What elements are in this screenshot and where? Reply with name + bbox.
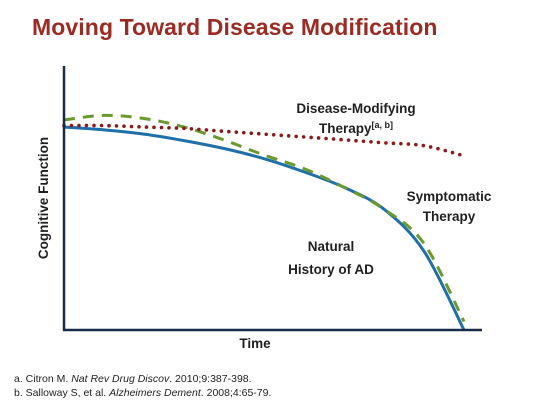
- slide-title: Moving Toward Disease Modification: [32, 14, 438, 40]
- reference-a-rest: . 2010;9:387-398.: [169, 373, 252, 385]
- reference-b-prefix: b. Salloway S, et al.: [14, 387, 110, 399]
- label-symptomatic-line1: Symptomatic: [407, 189, 492, 204]
- label-disease-modifying-line2-text: Therapy: [319, 121, 372, 136]
- reference-a-prefix: a. Citron M.: [14, 373, 72, 385]
- reference-a: a. Citron M. Nat Rev Drug Discov. 2010;9…: [14, 372, 271, 386]
- reference-b-journal: Alzheimers Dement: [109, 387, 201, 399]
- series-layer: [62, 113, 466, 331]
- label-disease-modifying-line1: Disease-Modifying: [296, 101, 415, 116]
- label-symptomatic: Symptomatic Therapy: [407, 189, 492, 224]
- reference-a-journal: Nat Rev Drug Discov: [71, 373, 170, 385]
- label-symptomatic-line2: Therapy: [423, 209, 476, 224]
- series-line-natural-history: [63, 125, 466, 331]
- series-line-symptomatic: [63, 113, 466, 323]
- label-disease-modifying-line2: Therapy[a, b]: [319, 120, 393, 136]
- reference-b: b. Salloway S, et al. Alzheimers Dement.…: [14, 386, 271, 400]
- label-disease-modifying-sup: [a, b]: [372, 120, 394, 130]
- reference-b-rest: . 2008;4:65-79.: [200, 387, 272, 399]
- label-natural-history-line2: History of AD: [288, 262, 374, 277]
- series-line-disease-modifying: [62, 123, 466, 158]
- label-natural-history-line1: Natural: [308, 239, 355, 254]
- label-disease-modifying: Disease-Modifying Therapy[a, b]: [296, 101, 415, 136]
- references: a. Citron M. Nat Rev Drug Discov. 2010;9…: [14, 372, 271, 400]
- label-natural-history: Natural History of AD: [288, 239, 374, 277]
- y-axis-title: Cognitive Function: [36, 137, 51, 259]
- x-axis-title: Time: [239, 336, 271, 351]
